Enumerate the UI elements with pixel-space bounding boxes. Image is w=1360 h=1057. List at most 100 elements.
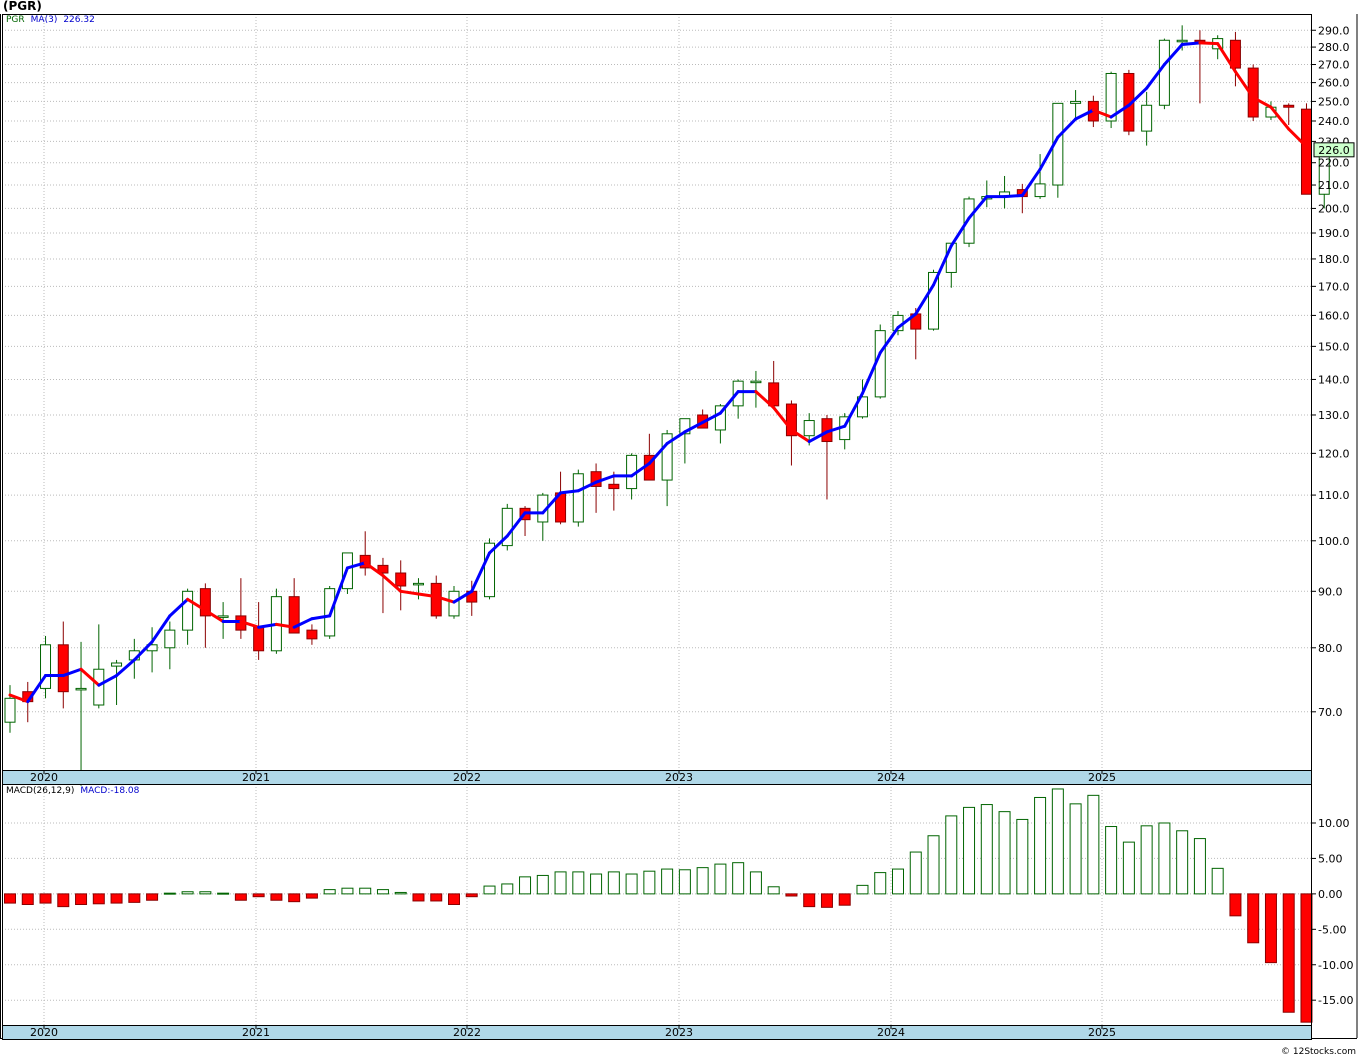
ma-segment — [559, 489, 580, 495]
candle — [164, 621, 176, 670]
candle-body — [1300, 108, 1312, 195]
macd-bar — [1105, 826, 1118, 895]
ma-segment — [1074, 108, 1095, 121]
price-tick-label: 250.0 — [1318, 95, 1350, 108]
candle-body — [395, 572, 407, 587]
macd-bar — [252, 893, 265, 898]
macd-bar — [590, 873, 603, 895]
candle — [395, 560, 407, 611]
macd-bar — [963, 806, 976, 895]
macd-bar — [838, 893, 851, 906]
legend-symbol: PGR — [6, 15, 25, 25]
macd-bar — [856, 884, 869, 895]
macd-year-band — [2, 1025, 1312, 1040]
ma-segment — [132, 640, 154, 662]
candle-body — [928, 271, 940, 330]
macd-bar — [234, 893, 247, 901]
candle — [999, 175, 1011, 209]
macd-bar — [4, 893, 16, 904]
ma-segment — [381, 574, 403, 593]
macd-bar — [572, 871, 585, 895]
year-label: 2022 — [453, 1026, 481, 1039]
price-tick-label: 220.0 — [1318, 157, 1350, 170]
candle — [377, 557, 389, 614]
candle — [75, 641, 87, 786]
price-tick-label: 150.0 — [1318, 340, 1350, 353]
ma-segment — [310, 614, 332, 621]
ma-segment — [150, 614, 172, 644]
ma-segment — [1180, 41, 1202, 47]
macd-y-axis: 10.00 5.00 0.00 -5.00 -10.00 -15.00 — [1311, 817, 1353, 1007]
year-label: 2022 — [453, 771, 481, 784]
candle-body — [661, 433, 673, 481]
ma-segment — [257, 622, 278, 629]
ma-segment — [505, 511, 527, 538]
price-year-band — [2, 770, 1312, 785]
macd-bar — [927, 835, 940, 895]
macd-bar — [163, 892, 176, 895]
macd-bar — [536, 874, 549, 895]
price-tick-label: 240.0 — [1318, 115, 1350, 128]
copyright: © 12Stocks.com — [1281, 1047, 1356, 1057]
macd-bar — [1016, 818, 1029, 895]
ma-line — [8, 41, 1308, 704]
macd-bar — [39, 893, 52, 904]
macd-bar — [909, 851, 922, 895]
candle-body — [501, 507, 513, 547]
candle-body — [484, 542, 496, 598]
legend-ma-value: 226.32 — [63, 15, 95, 25]
candle — [93, 624, 105, 709]
candle — [270, 588, 282, 654]
candle-body — [785, 403, 797, 437]
macd-bar — [732, 862, 745, 895]
symbol-title: (PGR) — [3, 0, 42, 13]
ma-segment — [576, 480, 598, 493]
macd-bar — [305, 893, 318, 899]
candle-body — [93, 668, 105, 706]
price-candles — [4, 25, 1330, 786]
candle-body — [306, 629, 318, 640]
price-tick-label: 200.0 — [1318, 202, 1350, 215]
candle — [1158, 38, 1170, 110]
price-tick-label: 140.0 — [1318, 373, 1350, 386]
candle-body — [1283, 104, 1295, 108]
macd-legend: MACD(26,12,9) MACD:-18.08 — [6, 786, 145, 796]
price-tick-label: 270.0 — [1318, 59, 1350, 72]
macd-panel-frame — [2, 784, 1312, 1026]
year-axis-bands: 2020 2021 2022 2023 2024 2025 2020 2021 2022 2023… — [2, 770, 1312, 1040]
macd-bar — [359, 887, 372, 895]
candle — [412, 578, 424, 600]
candle — [732, 379, 744, 419]
ma-segment — [665, 430, 687, 445]
ma-segment — [1109, 103, 1131, 119]
ma-segment — [896, 312, 918, 330]
macd-bar — [75, 893, 88, 906]
macd-bar — [643, 870, 656, 895]
candle-body — [253, 626, 265, 652]
candle — [182, 588, 194, 645]
macd-bar — [554, 871, 567, 895]
candle-body — [4, 697, 16, 723]
ma-segment — [1003, 193, 1024, 199]
ma-segment — [772, 406, 793, 432]
year-label: 2023 — [665, 771, 693, 784]
candle — [572, 469, 584, 527]
ma-segment — [488, 534, 509, 555]
candle-body — [377, 564, 389, 574]
macd-bar — [465, 893, 478, 898]
macd-bar — [501, 883, 514, 895]
candle — [608, 471, 620, 511]
ma-segment — [1198, 41, 1220, 46]
macd-bar — [803, 893, 816, 908]
year-label: 2021 — [242, 771, 270, 784]
price-legend: PGR MA(3) 226.32 — [6, 15, 101, 25]
macd-bar — [1300, 893, 1313, 1023]
macd-tick-label: -15.00 — [1318, 994, 1353, 1007]
candle-body — [714, 405, 726, 431]
macd-tick-label: 0.00 — [1318, 888, 1343, 901]
candle-body — [803, 420, 815, 437]
price-tick-label: 180.0 — [1318, 253, 1350, 266]
ma-segment — [754, 390, 776, 410]
candle — [306, 624, 318, 645]
candle — [288, 578, 300, 634]
